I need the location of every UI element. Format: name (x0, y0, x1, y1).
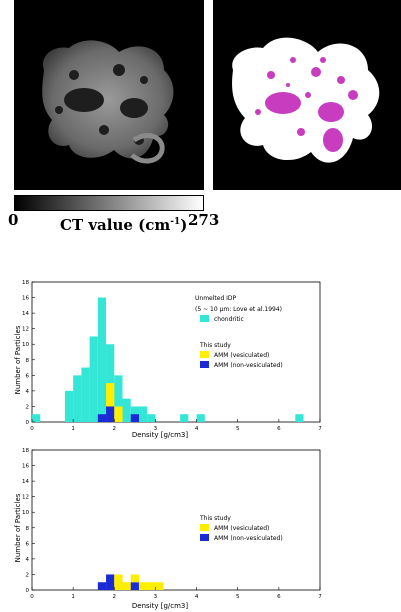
chart2-bar-non-vesiculated (106, 574, 115, 590)
chart2-xtick-label: 6 (277, 594, 281, 600)
chart2-bar-non-vesiculated (97, 582, 107, 590)
legend-non-vesiculated-swatch (200, 361, 209, 368)
chart1-bar-non-vesiculated (97, 414, 107, 422)
chart1-bar-chondritic (147, 414, 156, 422)
chart1-ytick-label: 4 (26, 389, 30, 395)
chart1-bar-non-vesiculated (106, 406, 115, 422)
chart2-legend-non-vesiculated: AMM (non-vesiculated) (214, 535, 283, 542)
chart1-bar-chondritic (97, 297, 107, 422)
chart1-xtick-label: 3 (154, 426, 158, 432)
chart1-bar-vesiculated (106, 383, 115, 407)
chart2-ylabel: Number of Particles (14, 493, 22, 562)
chart2-bar-vesiculated (130, 574, 139, 583)
chart1-bar-chondritic (138, 406, 148, 422)
chart1-ytick-label: 6 (26, 373, 30, 379)
ct-grayscale-image (14, 0, 204, 190)
chart1-xtick-label: 2 (113, 426, 117, 432)
chart1-legend-chondritic: chondritic (214, 316, 244, 323)
chart2-ytick-label: 18 (22, 448, 29, 454)
chart2-bar-vesiculated (147, 582, 156, 590)
chart1-source-ref: (5 ~ 10 μm: Love et al.1994) (195, 306, 282, 313)
chart2-xtick-label: 0 (30, 594, 34, 600)
chart1-xtick-label: 6 (277, 426, 281, 432)
chart2-bar-vesiculated (155, 582, 164, 590)
chart2-xtick-label: 1 (71, 594, 75, 600)
chart1-ylabel: Number of Particles (14, 325, 22, 394)
chart2-ytick-label: 14 (22, 479, 29, 485)
chart1-source-title: Unmelted IDP (195, 295, 237, 302)
chart2-xtick-label: 5 (236, 594, 240, 600)
legend-chondritic-swatch (200, 315, 209, 322)
colorbar-min-label: 0 (8, 211, 19, 229)
chart2-bar-vesiculated (122, 582, 131, 590)
chart2-bar-vesiculated (138, 582, 148, 590)
chart1-ytick-label: 0 (26, 420, 30, 426)
chart1-ytick-label: 14 (22, 311, 29, 317)
chart1-xlabel: Density [g/cm3] (132, 431, 188, 439)
chart2-xtick-label: 7 (318, 594, 322, 600)
chart2-ytick-label: 16 (22, 464, 29, 470)
colorbar-title: CT value (cm-1) (60, 216, 188, 234)
chart1-ytick-label: 12 (22, 327, 29, 333)
chart1-bar-chondritic (122, 398, 131, 422)
chart1-bar-chondritic (196, 414, 205, 422)
chart2-ytick-label: 4 (26, 557, 30, 563)
chart2-ytick-label: 10 (22, 510, 29, 516)
chart1-xtick-label: 7 (318, 426, 322, 432)
chart2-xtick-label: 4 (195, 594, 199, 600)
chart2-xtick-label: 3 (154, 594, 158, 600)
chart2-xtick-label: 2 (113, 594, 117, 600)
chart1-xtick-label: 5 (236, 426, 240, 432)
chart2-bar-non-vesiculated (130, 582, 139, 590)
chart2-study-title: This study (199, 515, 231, 522)
chart1-study-title: This study (199, 342, 231, 349)
chart2-ytick-label: 12 (22, 495, 29, 501)
chart1-bar-chondritic (89, 336, 98, 422)
chart2-ytick-label: 0 (26, 588, 30, 594)
chart1-ytick-label: 8 (26, 358, 30, 364)
chart2-ytick-label: 6 (26, 541, 30, 547)
chart1-legend-non-vesiculated: AMM (non-vesiculated) (214, 362, 283, 369)
chart2-xlabel: Density [g/cm3] (132, 602, 188, 610)
chart1-xtick-label: 0 (30, 426, 34, 432)
chart2-ytick-label: 8 (26, 526, 30, 532)
chart2-ytick-label: 2 (26, 572, 30, 578)
chart1-bar-chondritic (32, 414, 41, 422)
chart1-bar-chondritic (81, 367, 90, 422)
chart2-legend-vesiculated: AMM (vesiculated) (214, 525, 269, 532)
ct-colorbar (14, 195, 204, 211)
chart1-xtick-label: 1 (71, 426, 75, 432)
chart1-bar-vesiculated (114, 406, 123, 422)
colorbar-max-label: 273 (188, 211, 220, 229)
chart1-ytick-label: 2 (26, 404, 30, 410)
chart1-bar-chondritic (295, 414, 304, 422)
chart2-legend-non-vesiculated-swatch (200, 534, 209, 541)
ct-segmented-image (213, 0, 401, 190)
chart1-ytick-label: 10 (22, 342, 29, 348)
chart1-ytick-label: 18 (22, 280, 29, 286)
chart2-bar-vesiculated (114, 574, 123, 590)
chart1-legend-vesiculated: AMM (vesiculated) (214, 352, 269, 359)
chart1-xtick-label: 4 (195, 426, 199, 432)
chart1-bar-chondritic (180, 414, 189, 422)
chart1-bar-chondritic (73, 375, 82, 422)
chart2-plot-frame (31, 449, 321, 591)
legend-vesiculated-swatch (200, 351, 209, 358)
chart1-bar-chondritic (64, 390, 74, 422)
chart1-bar-chondritic (114, 375, 123, 422)
chart1-ytick-label: 16 (22, 296, 29, 302)
chart2-legend-vesiculated-swatch (200, 524, 209, 531)
chart1-bar-non-vesiculated (130, 414, 139, 422)
